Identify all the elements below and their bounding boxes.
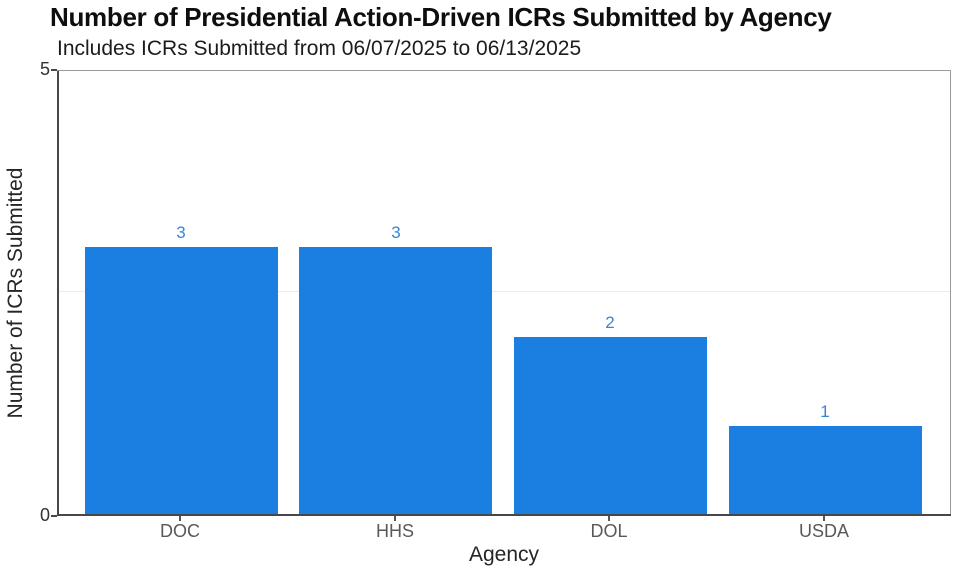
bar-value-label: 3 [391,223,401,242]
bar-doc [85,247,278,515]
plot-area: 3 3 2 1 [57,70,951,516]
bar-value-label: 3 [176,223,186,242]
y-tick-label: 0 [39,505,50,525]
x-tick-mark [823,516,825,521]
x-tick-label-hhs: HHS [375,521,415,541]
x-axis-line [57,514,951,516]
chart-title: Number of Presidential Action-Driven ICR… [50,2,832,32]
x-tick-mark [608,516,610,521]
bar-value-label: 1 [820,402,830,421]
y-tick-label: 5 [39,59,50,79]
x-tick-mark [179,516,181,521]
y-axis-label: Number of ICRs Submitted [4,167,27,419]
y-tick-mark [51,69,57,71]
chart-subtitle: Includes ICRs Submitted from 06/07/2025 … [57,37,582,60]
y-axis-line [57,71,59,515]
gridline [58,291,950,292]
x-tick-label-dol: DOL [590,521,628,541]
x-axis-label: Agency [468,543,540,566]
bar-value-label: 2 [605,313,615,332]
y-tick-mark [51,515,57,517]
x-tick-label-usda: USDA [798,521,850,541]
bar-usda [729,426,922,515]
x-tick-label-doc: DOC [160,521,200,541]
bar-dol [514,337,707,515]
bar-hhs [299,247,492,515]
x-tick-mark [394,516,396,521]
